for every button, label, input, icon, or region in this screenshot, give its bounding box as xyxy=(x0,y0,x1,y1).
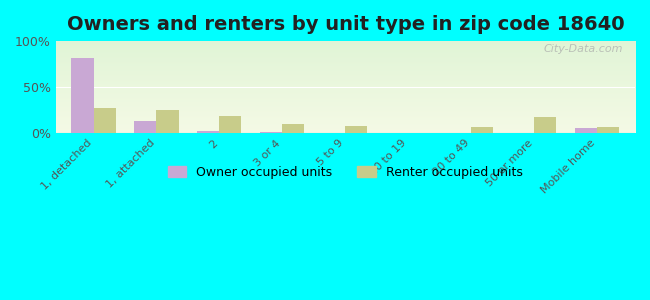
Bar xyxy=(72,58,94,133)
Bar xyxy=(157,110,179,133)
Bar xyxy=(471,127,493,133)
Bar xyxy=(534,117,556,133)
Bar xyxy=(345,126,367,133)
Title: Owners and renters by unit type in zip code 18640: Owners and renters by unit type in zip c… xyxy=(66,15,624,34)
Legend: Owner occupied units, Renter occupied units: Owner occupied units, Renter occupied un… xyxy=(162,161,528,184)
Bar xyxy=(135,121,157,133)
Bar xyxy=(261,132,282,133)
Bar xyxy=(94,108,116,133)
Bar xyxy=(198,131,220,133)
Bar xyxy=(220,116,242,133)
Bar xyxy=(282,124,304,133)
Text: City-Data.com: City-Data.com xyxy=(544,44,623,54)
Bar xyxy=(597,127,619,133)
Bar xyxy=(575,128,597,133)
